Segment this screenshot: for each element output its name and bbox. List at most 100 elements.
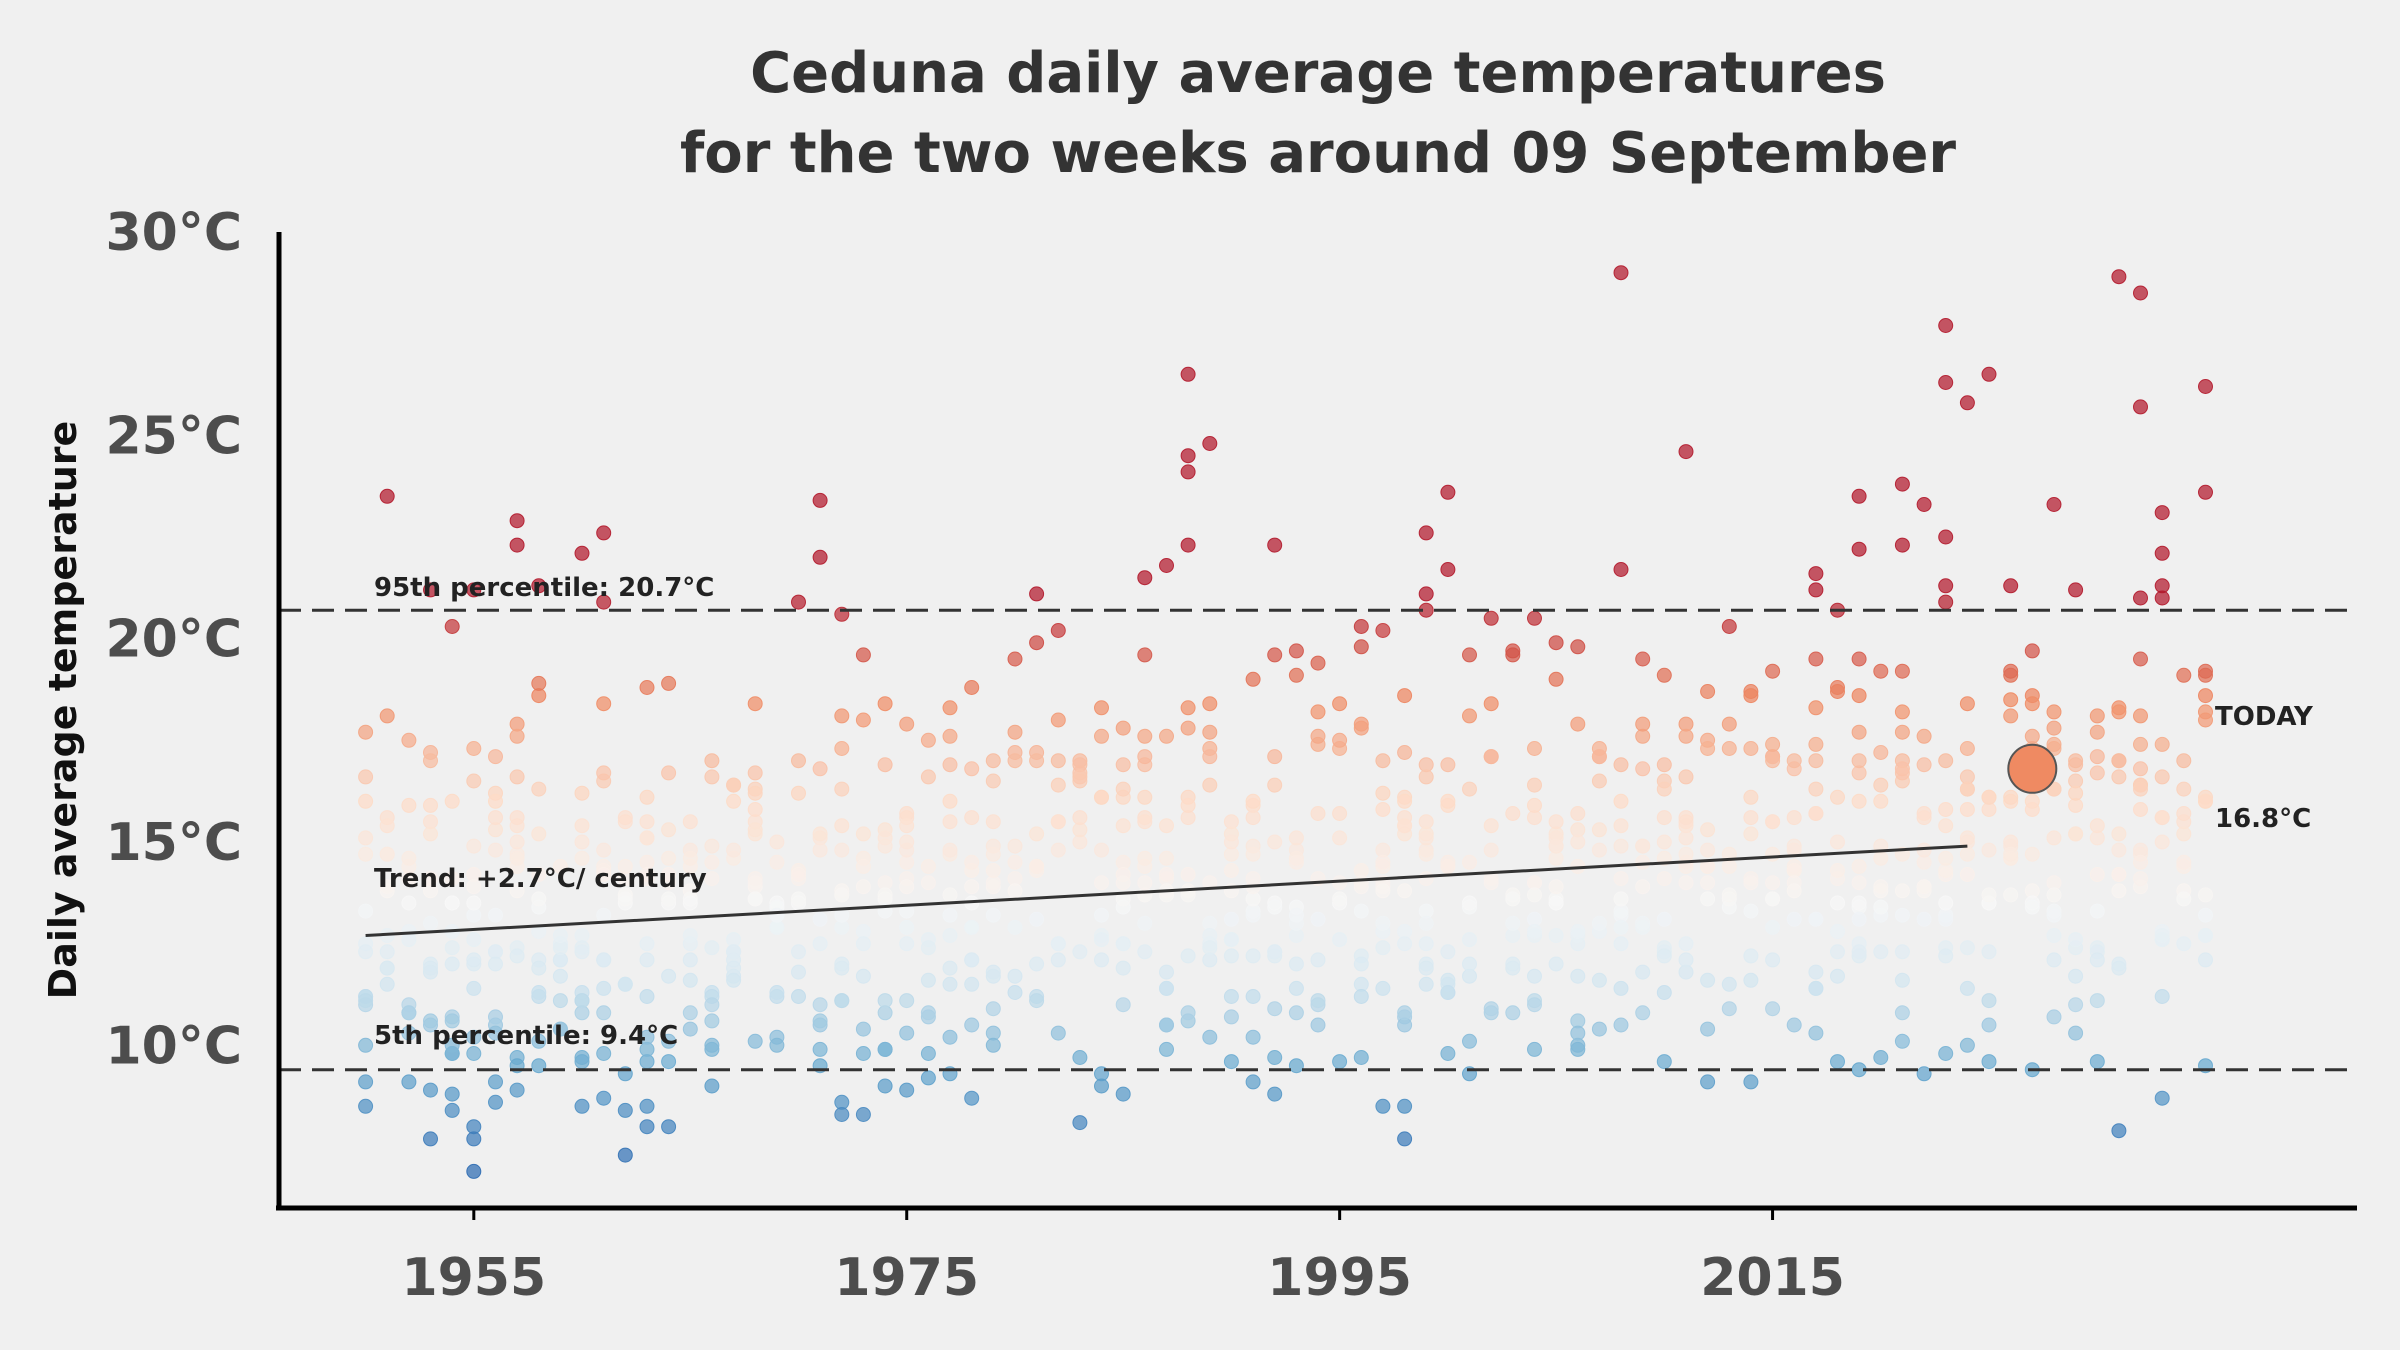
data-point <box>358 944 374 960</box>
data-point <box>1397 883 1413 899</box>
data-point <box>769 985 785 1000</box>
data-point <box>2111 883 2127 899</box>
data-point <box>726 793 742 809</box>
data-point <box>1180 366 1196 382</box>
data-point <box>1267 834 1283 850</box>
data-point <box>1483 818 1499 834</box>
data-point <box>1527 741 1542 756</box>
data-point <box>1310 911 1326 927</box>
data-point <box>639 789 655 805</box>
data-point <box>2068 968 2084 984</box>
data-point <box>1548 879 1564 895</box>
data-point <box>1656 781 1672 797</box>
data-point <box>1288 980 1304 996</box>
data-point <box>1050 777 1066 793</box>
data-point <box>1613 919 1629 935</box>
data-point <box>1938 948 1954 964</box>
data-point <box>855 647 871 663</box>
data-point <box>2046 736 2062 752</box>
data-point <box>2154 736 2170 752</box>
data-point <box>834 741 850 756</box>
data-point <box>1137 749 1153 765</box>
y-tick-label: 10°C <box>105 1016 242 1076</box>
data-point <box>1007 724 1023 740</box>
data-point <box>704 1037 720 1053</box>
data-point <box>2198 379 2213 394</box>
trend-line <box>365 844 1968 938</box>
data-point <box>2046 1009 2062 1025</box>
data-point <box>1959 830 1975 846</box>
y-tick-label: 25°C <box>105 406 242 466</box>
data-point <box>1959 1037 1975 1053</box>
data-point <box>812 492 828 508</box>
data-point <box>1527 1041 1542 1057</box>
data-point <box>834 1107 850 1122</box>
data-point <box>2068 785 2084 801</box>
data-point <box>358 1098 374 1114</box>
data-point <box>2089 724 2105 740</box>
data-point <box>2024 643 2040 659</box>
data-point <box>1397 688 1413 704</box>
data-point <box>1440 484 1456 500</box>
data-point <box>1765 663 1781 679</box>
data-point <box>1700 842 1716 858</box>
data-point <box>401 1025 417 1041</box>
data-point <box>1159 980 1174 996</box>
data-point <box>1786 753 1802 769</box>
data-point <box>920 875 936 891</box>
data-point <box>1050 623 1066 638</box>
data-point <box>531 985 547 1000</box>
data-point <box>552 928 568 943</box>
data-point <box>423 915 438 931</box>
data-point <box>704 1013 720 1029</box>
data-point <box>1591 749 1607 765</box>
data-point <box>466 895 482 911</box>
data-point <box>1765 875 1781 891</box>
data-point <box>661 1119 677 1135</box>
data-point <box>1916 728 1932 744</box>
data-point <box>2024 802 2040 817</box>
data-point <box>1094 789 1109 805</box>
data-point <box>531 578 547 594</box>
data-point <box>379 976 395 992</box>
data-point <box>1332 891 1348 907</box>
data-point <box>2003 789 2019 805</box>
data-point <box>1916 497 1932 512</box>
data-point <box>1981 1017 1997 1033</box>
data-point <box>358 903 374 919</box>
data-point <box>379 879 395 895</box>
data-point <box>899 834 915 850</box>
data-point <box>1180 948 1196 964</box>
data-point <box>617 858 633 874</box>
data-point <box>1418 769 1434 785</box>
data-point <box>2089 867 2105 882</box>
data-point <box>2003 708 2019 724</box>
data-point <box>509 513 525 529</box>
data-point <box>704 940 720 956</box>
data-point <box>1462 932 1477 948</box>
data-point <box>423 1082 438 1098</box>
data-point <box>1375 940 1391 956</box>
data-point <box>661 675 677 691</box>
data-point <box>1332 696 1348 712</box>
data-point <box>1613 936 1629 952</box>
data-point <box>2198 484 2213 500</box>
data-point <box>899 993 915 1009</box>
data-point <box>1159 818 1174 834</box>
today-label: TODAY <box>2215 702 2314 732</box>
data-point <box>985 773 1001 789</box>
data-point <box>1613 818 1629 834</box>
data-point <box>1721 1001 1737 1017</box>
data-point <box>1050 753 1066 769</box>
data-point <box>423 582 438 598</box>
data-point <box>1115 757 1131 773</box>
data-point <box>942 842 958 858</box>
data-point <box>747 785 763 801</box>
data-point <box>1873 879 1889 895</box>
data-point <box>1851 793 1867 809</box>
data-point <box>531 826 547 842</box>
data-point <box>596 1090 612 1106</box>
data-point <box>1656 985 1672 1000</box>
data-point <box>1981 944 1997 960</box>
